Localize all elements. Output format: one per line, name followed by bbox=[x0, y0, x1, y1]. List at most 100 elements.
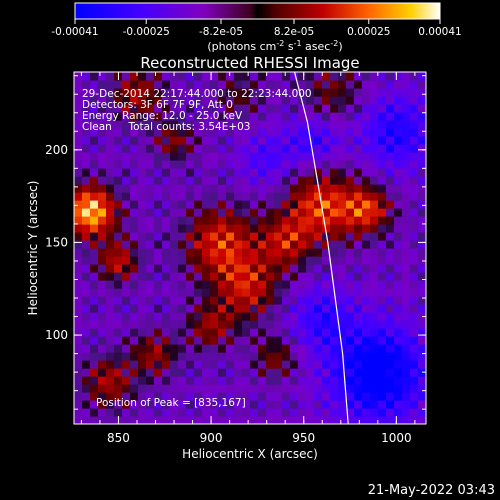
colorbar bbox=[74, 2, 441, 20]
heatmap-cell bbox=[74, 248, 83, 257]
heatmap-cell bbox=[74, 216, 83, 225]
heatmap-cell bbox=[210, 304, 219, 313]
heatmap-cell bbox=[218, 104, 227, 113]
heatmap-cell bbox=[186, 344, 195, 353]
heatmap-cell bbox=[186, 160, 195, 169]
colorbar-ticks: -0.00041 -0.00025 -8.2e-05 8.2e-05 0.00025 0.… bbox=[51, 19, 462, 38]
heatmap-cell bbox=[90, 160, 99, 169]
heatmap-cell bbox=[338, 160, 347, 169]
heatmap-cell bbox=[138, 416, 147, 424]
heatmap-cell bbox=[202, 376, 211, 385]
heatmap-cell bbox=[402, 112, 411, 121]
heatmap-cell bbox=[154, 304, 163, 313]
heatmap-cell bbox=[146, 344, 155, 353]
heatmap-cell bbox=[74, 376, 83, 385]
heatmap-cell bbox=[250, 256, 259, 265]
heatmap-cell bbox=[362, 224, 371, 233]
heatmap-cell bbox=[138, 144, 147, 153]
heatmap-cell bbox=[266, 72, 275, 81]
heatmap-cell bbox=[322, 192, 331, 201]
heatmap-cell bbox=[410, 216, 419, 225]
heatmap-cell bbox=[266, 176, 275, 185]
heatmap-cell bbox=[298, 248, 307, 257]
heatmap-cell bbox=[226, 168, 235, 177]
heatmap-cell bbox=[370, 320, 379, 329]
heatmap-cell bbox=[346, 256, 355, 265]
heatmap-cell bbox=[298, 128, 307, 137]
heatmap-cell bbox=[290, 232, 299, 241]
heatmap-cell bbox=[218, 408, 227, 417]
heatmap-cell bbox=[178, 72, 187, 81]
heatmap-cell bbox=[122, 80, 131, 89]
heatmap-cell bbox=[194, 344, 203, 353]
heatmap-cell bbox=[306, 384, 315, 393]
heatmap-cell bbox=[370, 312, 379, 321]
heatmap-cell bbox=[274, 168, 283, 177]
heatmap-cell bbox=[402, 216, 411, 225]
heatmap-cell bbox=[386, 272, 395, 281]
heatmap-cell bbox=[330, 208, 339, 217]
heatmap-cell bbox=[282, 368, 291, 377]
heatmap-cell bbox=[402, 360, 411, 369]
heatmap-cell bbox=[90, 216, 99, 225]
heatmap-cell bbox=[370, 248, 379, 257]
heatmap-cell bbox=[186, 280, 195, 289]
heatmap-cell bbox=[98, 384, 107, 393]
heatmap-cell bbox=[386, 264, 395, 273]
heatmap-cell bbox=[290, 160, 299, 169]
heatmap-cell bbox=[314, 328, 323, 337]
heatmap-cell bbox=[106, 272, 115, 281]
heatmap-cell bbox=[394, 408, 403, 417]
heatmap-cell bbox=[266, 296, 275, 305]
heatmap-cell bbox=[338, 400, 347, 409]
heatmap-cell bbox=[394, 344, 403, 353]
heatmap-cell bbox=[122, 120, 131, 129]
heatmap-cell bbox=[402, 72, 411, 81]
heatmap-cell bbox=[306, 208, 315, 217]
heatmap-cell bbox=[82, 408, 91, 417]
heatmap-cell bbox=[194, 320, 203, 329]
heatmap-cell bbox=[154, 296, 163, 305]
heatmap-cell bbox=[186, 376, 195, 385]
heatmap-cell bbox=[274, 280, 283, 289]
heatmap-cell bbox=[418, 104, 426, 113]
heatmap-cell bbox=[218, 224, 227, 233]
heatmap-cell bbox=[306, 264, 315, 273]
heatmap-cell bbox=[98, 264, 107, 273]
heatmap-cell bbox=[370, 192, 379, 201]
heatmap-cell bbox=[202, 392, 211, 401]
heatmap-cell bbox=[74, 336, 83, 345]
heatmap-cell bbox=[178, 224, 187, 233]
heatmap-cell bbox=[386, 352, 395, 361]
heatmap-cell bbox=[170, 264, 179, 273]
heatmap-cell bbox=[98, 104, 107, 113]
heatmap-cell bbox=[74, 80, 83, 89]
heatmap-cell bbox=[394, 360, 403, 369]
heatmap-cell bbox=[250, 368, 259, 377]
heatmap-cell bbox=[250, 264, 259, 273]
heatmap-cell bbox=[138, 112, 147, 121]
heatmap-cell bbox=[362, 376, 371, 385]
heatmap-cell bbox=[266, 168, 275, 177]
heatmap-cell bbox=[338, 288, 347, 297]
heatmap-cell bbox=[146, 352, 155, 361]
heatmap-cell bbox=[298, 312, 307, 321]
heatmap-cell bbox=[82, 360, 91, 369]
heatmap-cell bbox=[386, 120, 395, 129]
heatmap-cell bbox=[170, 272, 179, 281]
heatmap-cell bbox=[250, 200, 259, 209]
heatmap-cell bbox=[106, 200, 115, 209]
heatmap-cell bbox=[162, 144, 171, 153]
heatmap-cell bbox=[282, 112, 291, 121]
heatmap-cell bbox=[362, 168, 371, 177]
heatmap-cell bbox=[258, 200, 267, 209]
heatmap-cell bbox=[330, 408, 339, 417]
heatmap-cell bbox=[210, 352, 219, 361]
heatmap-cell bbox=[370, 96, 379, 105]
heatmap-cell bbox=[418, 160, 426, 169]
heatmap-cell bbox=[146, 160, 155, 169]
heatmap-cell bbox=[194, 304, 203, 313]
heatmap-cell bbox=[202, 120, 211, 129]
heatmap-cell bbox=[386, 184, 395, 193]
heatmap-cell bbox=[146, 328, 155, 337]
